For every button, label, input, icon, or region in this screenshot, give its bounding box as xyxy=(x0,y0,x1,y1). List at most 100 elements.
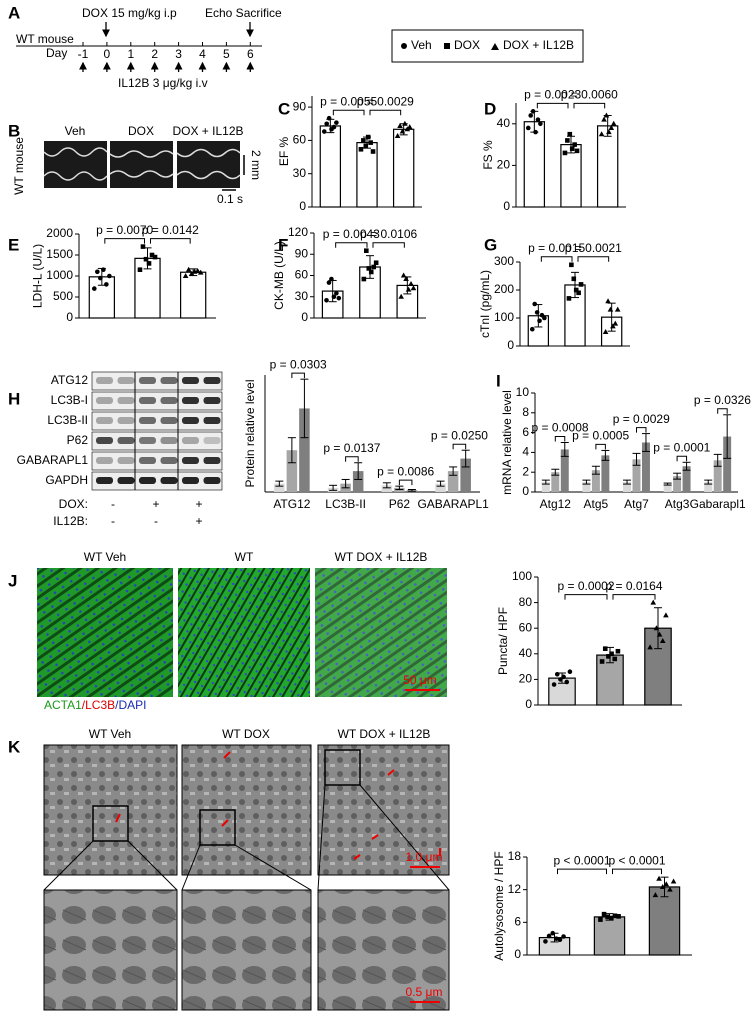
p-value: p = 0.0060 xyxy=(561,87,618,101)
data-point xyxy=(140,244,146,249)
band xyxy=(139,457,156,464)
p-value: p = 0.0029 xyxy=(613,412,670,426)
x-tick-label: P62 xyxy=(389,497,411,511)
data-point xyxy=(334,120,339,125)
data-point xyxy=(366,266,372,271)
bracket xyxy=(540,256,573,262)
data-point xyxy=(606,654,611,659)
band-label: P62 xyxy=(67,433,89,447)
tem-image xyxy=(317,889,450,1011)
data-point xyxy=(670,878,677,884)
data-point xyxy=(550,930,555,936)
data-point xyxy=(361,276,367,282)
p-value: p = 0.0005 xyxy=(572,429,629,443)
band xyxy=(160,437,178,444)
panel-letter: K xyxy=(8,737,21,756)
bar xyxy=(541,482,550,492)
echo-panel: B WT mouse Veh DOX DOX + IL12B 2 mm 0.1 … xyxy=(8,121,263,206)
data-point xyxy=(91,286,97,291)
day-label: 2 xyxy=(151,47,158,61)
y-tick-label: 10 xyxy=(516,385,530,399)
stain-part: /DAPI xyxy=(115,698,146,712)
p-value: p = 0.0029 xyxy=(357,94,414,108)
dox-label: DOX 15 mg/kg i.p xyxy=(82,6,177,20)
data-point xyxy=(656,875,662,881)
band xyxy=(182,397,199,404)
legend: Veh DOX DOX + IL12B xyxy=(391,29,584,63)
day-label: 3 xyxy=(175,47,182,61)
data-point xyxy=(397,122,403,128)
y-tick-label: 1000 xyxy=(46,268,73,282)
scale-label: 50 μm xyxy=(403,673,437,687)
y-axis-label: cTnI (pg/mL) xyxy=(478,270,492,338)
x-tick-label: Atg5 xyxy=(584,497,609,511)
band xyxy=(203,457,221,464)
data-point xyxy=(394,132,401,138)
subject-label: WT mouse xyxy=(12,137,26,195)
bar xyxy=(682,466,691,492)
image-label: WT xyxy=(235,550,254,564)
y-tick-label: 0 xyxy=(522,484,529,498)
bar xyxy=(623,482,632,492)
y-tick-label: 120 xyxy=(288,225,308,239)
band xyxy=(160,417,178,424)
panel-letter: E xyxy=(8,235,19,254)
bar xyxy=(352,471,364,492)
y-tick-label: 4 xyxy=(522,445,529,459)
data-point xyxy=(566,296,572,301)
data-point xyxy=(406,124,413,130)
y-axis-label: LDH-L (U/L) xyxy=(30,244,44,308)
data-point xyxy=(561,674,566,680)
data-point xyxy=(143,256,149,262)
x-tick-label: GABARAPL1 xyxy=(417,497,489,511)
bracket xyxy=(557,868,607,875)
data-point xyxy=(182,273,189,278)
data-point xyxy=(403,276,409,282)
data-point xyxy=(558,677,563,682)
data-point xyxy=(410,285,417,291)
data-point xyxy=(612,320,619,326)
band xyxy=(117,437,135,444)
data-point xyxy=(605,298,611,304)
data-point xyxy=(663,612,669,618)
data-point xyxy=(324,121,330,127)
bracket xyxy=(452,443,467,450)
fluorescence-image xyxy=(37,568,173,697)
y-tick-label: 30 xyxy=(295,289,309,303)
panel-letter: H xyxy=(8,389,20,408)
band xyxy=(139,417,156,424)
y-tick-label: 6 xyxy=(522,425,529,439)
stain-part: /LC3B xyxy=(82,698,115,712)
data-point xyxy=(667,886,673,892)
y-axis-label: FS % xyxy=(481,140,495,170)
bar xyxy=(713,460,722,492)
data-point xyxy=(551,682,557,687)
y-tick-label: 6 xyxy=(514,915,521,929)
blot-strip xyxy=(91,371,223,391)
panel-letter: D xyxy=(484,99,496,118)
bracket xyxy=(150,238,191,244)
bar xyxy=(523,121,546,208)
bar xyxy=(447,471,459,492)
data-point xyxy=(554,671,560,677)
bar xyxy=(596,125,619,208)
data-point xyxy=(326,115,332,121)
image-label: WT DOX + IL12B xyxy=(335,550,428,564)
y-tick-label: 90 xyxy=(293,99,307,113)
echo-label: DOX xyxy=(128,124,154,138)
echo-trace xyxy=(43,147,241,181)
data-point xyxy=(194,267,201,273)
bar xyxy=(641,442,650,492)
day-ticks: -1 0 1 2 3 4 5 6 xyxy=(78,42,255,72)
band xyxy=(96,417,113,424)
band xyxy=(160,397,178,404)
p-value: p = 0.0142 xyxy=(142,223,199,237)
bracket xyxy=(573,102,606,109)
y-tick-label: 0 xyxy=(503,199,510,213)
data-point xyxy=(368,140,373,145)
bar xyxy=(632,459,641,492)
bar xyxy=(560,449,569,492)
bar xyxy=(723,436,732,492)
data-point xyxy=(534,310,540,315)
y-tick-label: 200 xyxy=(494,282,514,296)
